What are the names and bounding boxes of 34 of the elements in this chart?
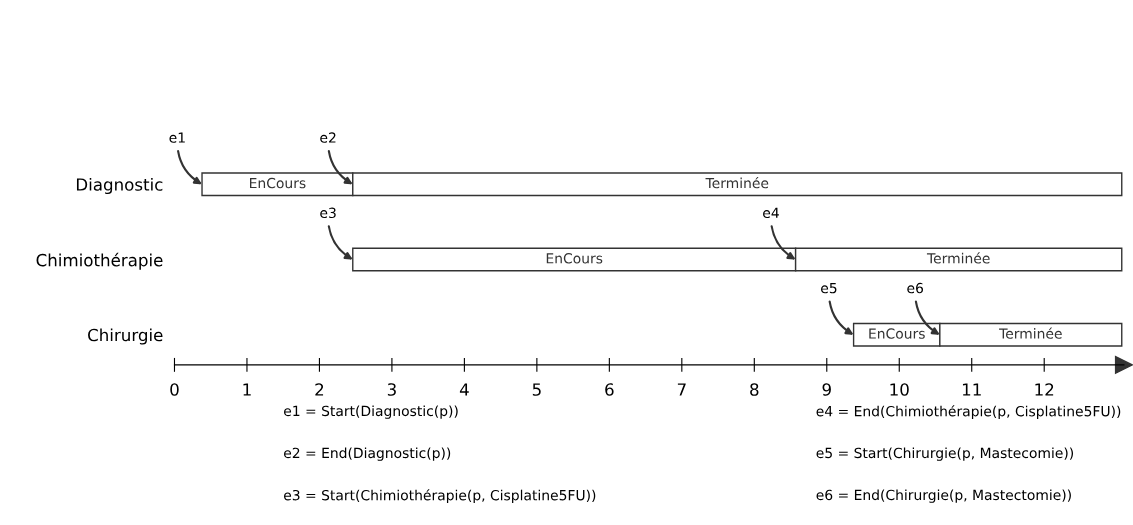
data-label: EnCours: [869, 328, 925, 339]
x-tick-label: 8: [750, 383, 759, 396]
data-label: Terminée: [999, 327, 1062, 339]
data-label: Terminée: [705, 177, 769, 189]
x-tick-label: 5: [532, 383, 541, 396]
y-tick-label: Chirurgie: [88, 328, 163, 345]
text: e5 = Start(Chirurgie(p, Mastecomie)): [816, 447, 1074, 461]
annotation: e6: [907, 282, 924, 294]
data-label: EnCours: [546, 253, 603, 264]
annotation: e4: [763, 207, 779, 219]
x-tick-label: 6: [605, 383, 614, 396]
annotation: e2: [320, 132, 336, 143]
x-tick-label: 7: [677, 383, 686, 396]
x-tick-label: 1: [243, 383, 251, 396]
annotation: e5: [821, 282, 837, 294]
x-tick-label: 9: [822, 383, 831, 396]
x-tick-label: 4: [459, 383, 469, 396]
text: e2 = End(Diagnostic(p)): [284, 447, 451, 461]
y-tick-label: Diagnostic: [76, 177, 163, 195]
text: e6 = End(Chirurgie(p, Mastectomie)): [816, 489, 1071, 503]
data-label: EnCours: [250, 177, 306, 189]
y-tick-label: Chimiothérapie: [36, 252, 163, 270]
x-tick-label: 10: [890, 383, 909, 396]
annotation: e1: [169, 132, 185, 143]
x-tick-label: 12: [1035, 383, 1054, 396]
annotation: e3: [320, 207, 336, 219]
x-tick-label: 2: [315, 383, 324, 396]
data-label: Terminée: [926, 252, 990, 264]
text: e4 = End(Chimiothérapie(p, Cisplatine5FU)): [816, 405, 1121, 420]
x-tick-label: 11: [962, 383, 981, 396]
text: e1 = Start(Diagnostic(p)): [284, 405, 458, 419]
x-tick-label: 3: [387, 383, 396, 396]
text: e3 = Start(Chimiothérapie(p, Cisplatine5FU)): [284, 489, 596, 504]
x-tick-label: 0: [170, 383, 179, 396]
